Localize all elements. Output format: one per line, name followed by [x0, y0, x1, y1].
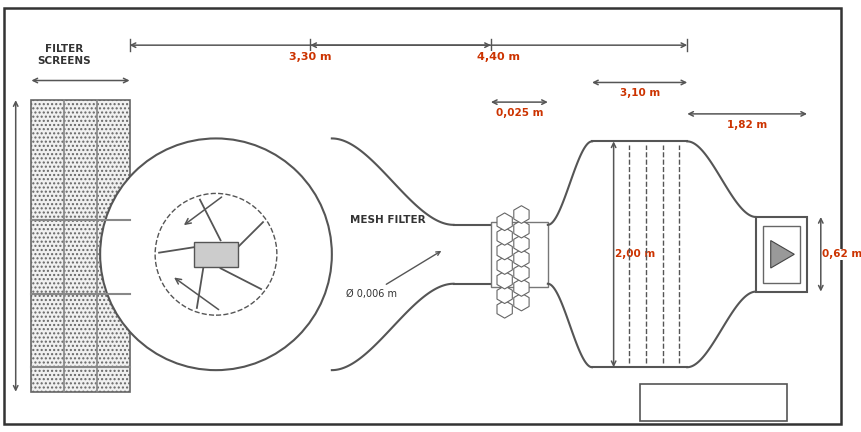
Text: 0,62 m: 0,62 m — [822, 249, 861, 259]
Circle shape — [100, 138, 331, 370]
Polygon shape — [514, 293, 530, 311]
Text: Ø 0,006 m: Ø 0,006 m — [345, 251, 440, 299]
Polygon shape — [497, 286, 512, 304]
Text: 2,00 m: 2,00 m — [615, 249, 655, 259]
Text: 3,10 m: 3,10 m — [620, 88, 660, 98]
Text: 1,82 m: 1,82 m — [727, 120, 767, 130]
Polygon shape — [497, 257, 512, 274]
Polygon shape — [514, 264, 530, 282]
Bar — [195, 241, 238, 267]
Polygon shape — [497, 242, 512, 260]
Bar — [31, 100, 130, 392]
Text: SIDE VIEW: SIDE VIEW — [679, 396, 748, 409]
Bar — [491, 222, 548, 287]
Bar — [640, 384, 788, 421]
Polygon shape — [497, 228, 512, 245]
Polygon shape — [514, 206, 530, 223]
Text: 4,40 m: 4,40 m — [477, 52, 520, 62]
Circle shape — [155, 194, 277, 315]
Text: 3,30 m: 3,30 m — [289, 52, 331, 62]
Polygon shape — [771, 241, 795, 268]
Text: FILTER
SCREENS: FILTER SCREENS — [37, 44, 90, 66]
Polygon shape — [497, 300, 512, 318]
Polygon shape — [514, 249, 530, 267]
Bar — [756, 217, 807, 292]
Text: 0,025 m: 0,025 m — [496, 108, 543, 118]
Polygon shape — [514, 279, 530, 296]
Polygon shape — [497, 213, 512, 231]
Polygon shape — [514, 220, 530, 238]
Text: MESH FILTER: MESH FILTER — [350, 215, 425, 225]
Polygon shape — [497, 271, 512, 289]
Polygon shape — [514, 235, 530, 253]
Bar — [763, 226, 800, 283]
